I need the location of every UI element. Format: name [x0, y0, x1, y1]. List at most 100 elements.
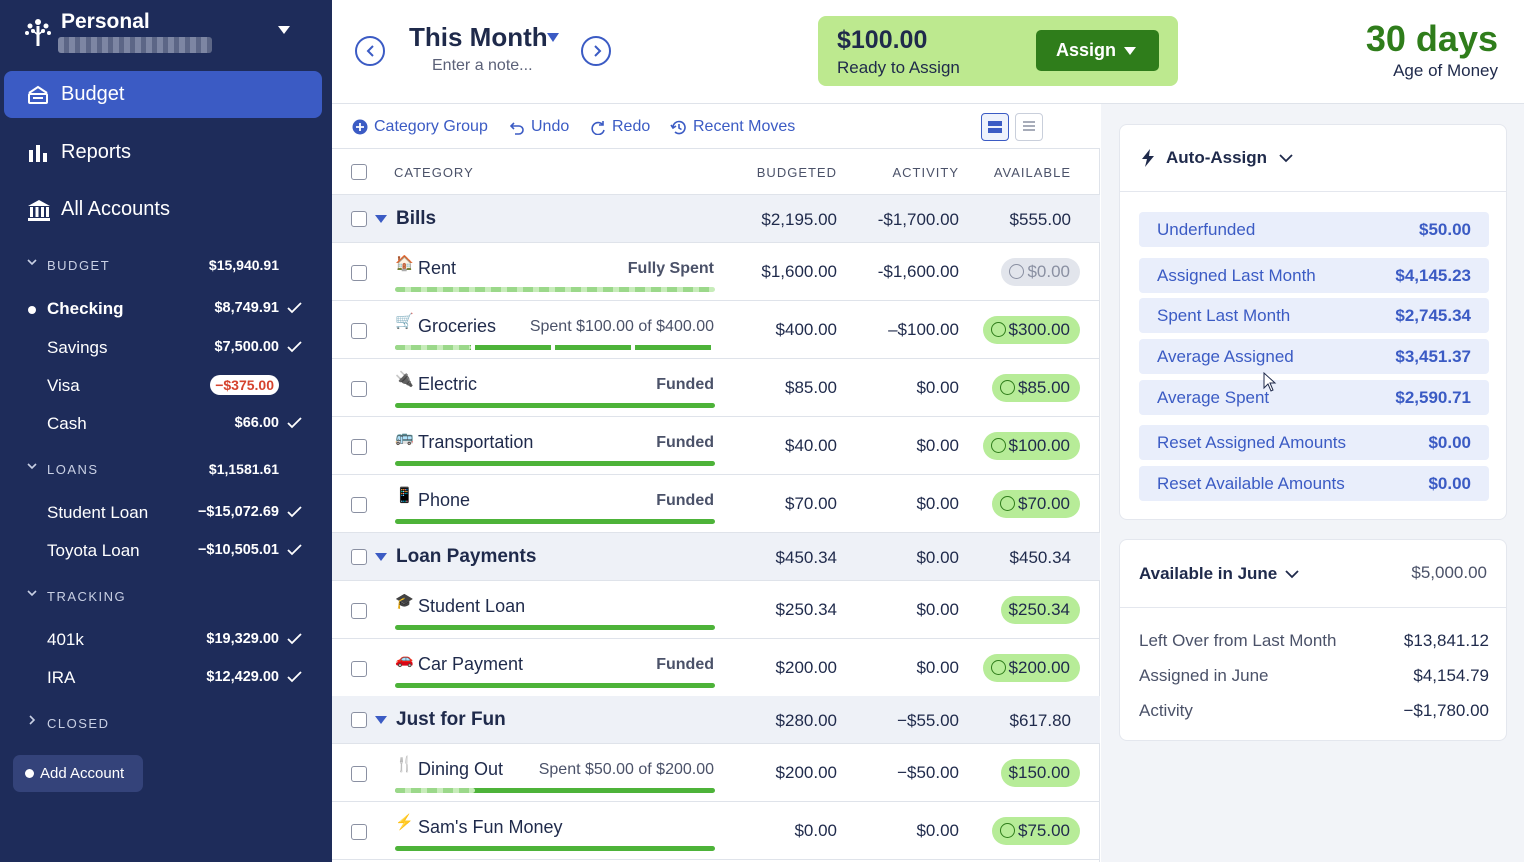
assign-button[interactable]: Assign	[1036, 30, 1159, 71]
budgeted-amount[interactable]: $200.00	[775, 658, 837, 677]
category-group-loan-payments[interactable]: Loan Payments $450.34 $0.00 $450.34	[332, 533, 1100, 581]
table-row-student-loan[interactable]: 🎓 Student Loan $250.34 $0.00 $250.34	[332, 581, 1100, 639]
activity-amount[interactable]: $0.00	[916, 436, 959, 455]
auto-assign-spent-last-month[interactable]: Spent Last Month $2,745.34	[1139, 298, 1489, 333]
section-budget[interactable]: BUDGET $15,940.91	[0, 256, 332, 276]
auto-assign-average-assigned[interactable]: Average Assigned $3,451.37	[1139, 339, 1489, 374]
category-group-bills[interactable]: Bills $2,195.00 -$1,700.00 $555.00	[332, 195, 1100, 243]
auto-assign-reset-available[interactable]: Reset Available Amounts $0.00	[1139, 466, 1489, 501]
budget-name[interactable]: Personal	[61, 10, 150, 33]
activity-amount[interactable]: −$50.00	[897, 763, 959, 782]
table-row-electric[interactable]: 🔌 Electric Funded $85.00 $0.00 $85.00	[332, 359, 1100, 417]
collapse-caret-icon[interactable]	[375, 215, 387, 223]
chevron-down-icon[interactable]	[1278, 152, 1294, 164]
age-of-money-label: Age of Money	[1393, 61, 1498, 80]
chevron-down-icon[interactable]	[1284, 568, 1300, 580]
available-pill[interactable]: $300.00	[982, 316, 1080, 344]
section-tracking-label: TRACKING	[47, 589, 127, 604]
row-checkbox[interactable]	[351, 712, 367, 728]
month-title[interactable]: This Month	[409, 22, 548, 52]
section-tracking[interactable]: TRACKING	[0, 587, 332, 607]
col-budgeted: BUDGETED	[756, 165, 837, 180]
account-ira[interactable]: IRA $12,429.00	[0, 665, 332, 691]
available-title[interactable]: Available in June	[1139, 564, 1278, 583]
nav-budget[interactable]: Budget	[4, 71, 322, 118]
prev-month-button[interactable]	[355, 36, 385, 66]
row-checkbox[interactable]	[351, 265, 367, 281]
view-toggle-compact[interactable]	[1015, 113, 1043, 141]
table-row-car-payment[interactable]: 🚗 Car Payment Funded $200.00 $0.00 $200.…	[332, 639, 1100, 697]
account-student-loan[interactable]: Student Loan −$15,072.69	[0, 500, 332, 526]
add-account-button[interactable]: Add Account	[13, 755, 143, 792]
collapse-caret-icon[interactable]	[375, 553, 387, 561]
nav-reports[interactable]: Reports	[4, 129, 322, 176]
select-all-checkbox[interactable]	[351, 164, 367, 180]
month-note-input[interactable]: Enter a note...	[432, 57, 533, 74]
row-checkbox[interactable]	[351, 766, 367, 782]
account-401k[interactable]: 401k $19,329.00	[0, 627, 332, 653]
auto-assign-reset-assigned[interactable]: Reset Assigned Amounts $0.00	[1139, 425, 1489, 460]
budgeted-amount[interactable]: $400.00	[775, 320, 837, 339]
collapse-caret-icon[interactable]	[375, 716, 387, 724]
budgeted-amount[interactable]: $200.00	[775, 763, 837, 782]
recent-moves-button[interactable]: Recent Moves	[670, 118, 795, 136]
row-checkbox[interactable]	[351, 211, 367, 227]
nav-all-accounts[interactable]: All Accounts	[4, 186, 322, 233]
auto-assign-average-spent[interactable]: Average Spent $2,590.71	[1139, 380, 1489, 415]
category-name: Phone	[418, 490, 471, 510]
available-pill[interactable]: $250.34	[1000, 596, 1080, 624]
auto-assign-title[interactable]: Auto-Assign	[1166, 148, 1268, 167]
category-group-just-for-fun[interactable]: Just for Fun $280.00 −$55.00 $617.80	[332, 696, 1100, 744]
available-pill[interactable]: $150.00	[1000, 759, 1080, 787]
table-row-groceries[interactable]: 🛒 Groceries Spent $100.00 of $400.00 $40…	[332, 301, 1100, 359]
row-checkbox[interactable]	[351, 824, 367, 840]
redo-button[interactable]: Redo	[591, 118, 650, 136]
row-checkbox[interactable]	[351, 661, 367, 677]
budgeted-amount[interactable]: $0.00	[794, 821, 837, 840]
budget-menu-caret-icon[interactable]	[278, 26, 290, 34]
available-pill[interactable]: $0.00	[1001, 258, 1080, 286]
row-checkbox[interactable]	[351, 381, 367, 397]
account-checking[interactable]: Checking $8,749.91	[0, 296, 332, 322]
budgeted-amount[interactable]: $70.00	[785, 494, 837, 513]
auto-assign-underfunded[interactable]: Underfunded $50.00	[1139, 212, 1489, 247]
table-row-transportation[interactable]: 🚌 Transportation Funded $40.00 $0.00 $10…	[332, 417, 1100, 475]
activity-amount[interactable]: $0.00	[916, 821, 959, 840]
row-checkbox[interactable]	[351, 497, 367, 513]
section-closed[interactable]: CLOSED	[0, 714, 332, 734]
table-row-rent[interactable]: 🏠 Rent Fully Spent $1,600.00 -$1,600.00 …	[332, 243, 1100, 301]
available-pill[interactable]: $100.00	[982, 432, 1080, 460]
account-savings[interactable]: Savings $7,500.00	[0, 335, 332, 361]
account-toyota-loan[interactable]: Toyota Loan −$10,505.01	[0, 538, 332, 564]
view-toggle-expanded[interactable]	[981, 113, 1009, 141]
available-pill[interactable]: $70.00	[992, 490, 1080, 518]
activity-amount[interactable]: $0.00	[916, 494, 959, 513]
next-month-button[interactable]	[581, 36, 611, 66]
budgeted-amount[interactable]: $40.00	[785, 436, 837, 455]
activity-amount[interactable]: $0.00	[916, 600, 959, 619]
auto-assign-assigned-last-month[interactable]: Assigned Last Month $4,145.23	[1139, 258, 1489, 293]
table-row-fun-money[interactable]: ⚡ Sam's Fun Money $0.00 $0.00 $75.00	[332, 802, 1100, 860]
row-checkbox[interactable]	[351, 323, 367, 339]
row-checkbox[interactable]	[351, 603, 367, 619]
activity-amount[interactable]: $0.00	[916, 658, 959, 677]
row-checkbox[interactable]	[351, 439, 367, 455]
account-visa[interactable]: Visa −$375.00	[0, 373, 332, 399]
undo-button[interactable]: Undo	[510, 118, 569, 136]
activity-amount[interactable]: $0.00	[916, 378, 959, 397]
month-dropdown-caret-icon[interactable]	[547, 33, 559, 42]
row-checkbox[interactable]	[351, 549, 367, 565]
add-category-group-button[interactable]: Category Group	[352, 118, 488, 136]
activity-amount[interactable]: -$1,600.00	[877, 262, 959, 281]
budgeted-amount[interactable]: $1,600.00	[761, 262, 837, 281]
available-pill[interactable]: $75.00	[992, 817, 1080, 845]
budgeted-amount[interactable]: $250.34	[775, 600, 837, 619]
table-row-phone[interactable]: 📱 Phone Funded $70.00 $0.00 $70.00	[332, 475, 1100, 533]
available-pill[interactable]: $85.00	[992, 374, 1080, 402]
available-pill[interactable]: $200.00	[982, 654, 1080, 682]
table-row-dining-out[interactable]: 🍴 Dining Out Spent $50.00 of $200.00 $20…	[332, 744, 1100, 802]
activity-amount[interactable]: –$100.00	[888, 320, 959, 339]
account-cash[interactable]: Cash $66.00	[0, 411, 332, 437]
budgeted-amount[interactable]: $85.00	[785, 378, 837, 397]
section-loans[interactable]: LOANS $1,1581.61	[0, 460, 332, 480]
